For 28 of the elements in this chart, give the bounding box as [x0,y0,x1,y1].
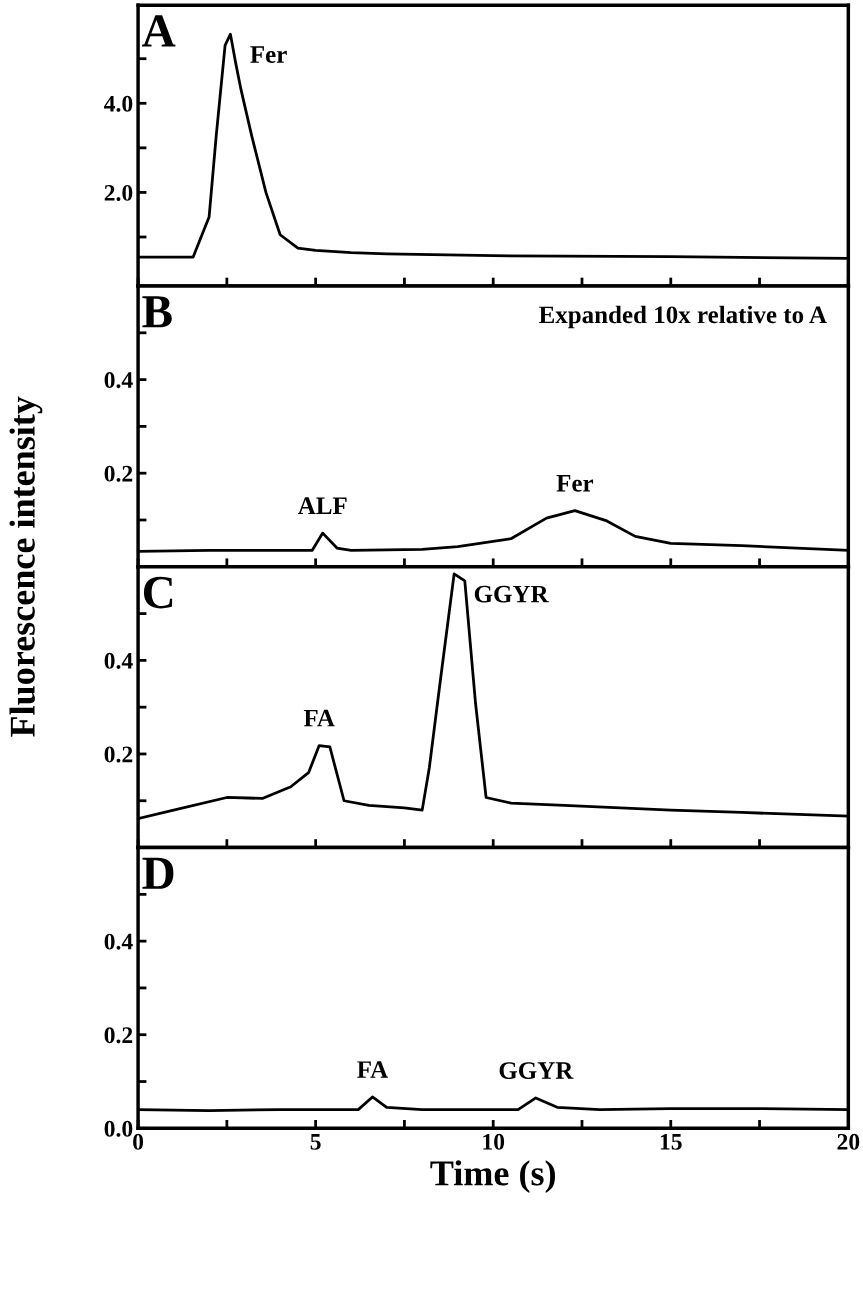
chart-title: A [142,15,176,47]
x-axis-title: Time (s) [430,1160,555,1193]
chart-title: D [142,857,174,889]
y-tick-label: 0.4 [104,933,133,950]
y-tick-label: 0.2 [104,465,133,482]
y-tick-label: 0.0 [104,1120,133,1137]
annotation: FA [303,709,335,727]
annotation: Fer [556,475,594,492]
y-tick-label: 0.2 [104,1027,133,1044]
y-tick-label: 4.0 [104,95,133,112]
annotation: GGYR [499,1062,574,1079]
y-tick-label: 0.2 [104,746,133,763]
chart-title: B [142,296,172,328]
annotation: Expanded 10x relative to A [538,305,827,329]
x-tick-label: 10 [483,1133,505,1150]
x-tick-label: 0 [133,1133,144,1150]
y-tick-label: 2.0 [104,184,133,201]
y-tick-label: 0.4 [104,372,133,389]
y-axis-title: Fluorescence intensity [9,396,43,737]
x-tick-label: 5 [310,1134,321,1150]
x-tick-label: 15 [660,1133,682,1150]
annotation: Fer [250,46,287,63]
x-tick-label: 20 [837,1133,860,1150]
chart-title: C [143,576,173,609]
annotation: FA [357,1061,389,1078]
y-tick-label: 0.4 [104,652,133,669]
annotation: ALF [297,497,347,514]
annotation: GGYR [474,585,549,603]
